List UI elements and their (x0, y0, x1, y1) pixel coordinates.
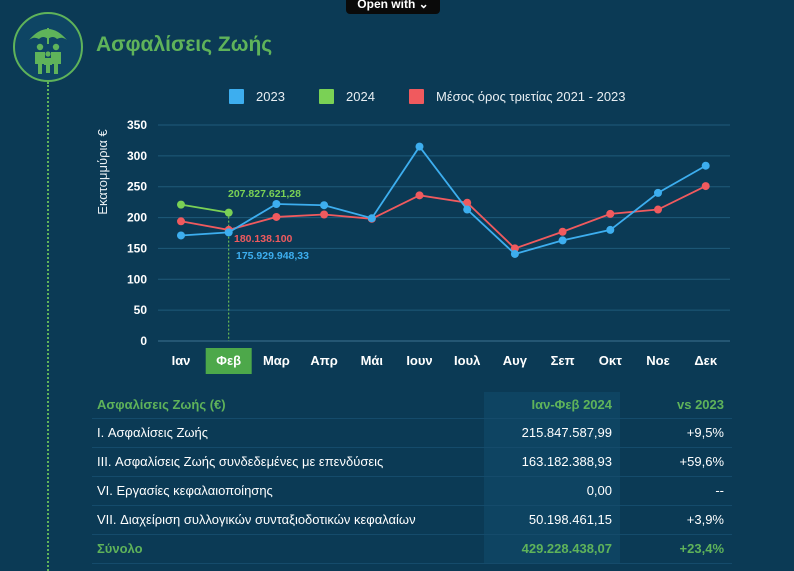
total-change: +23,4% (679, 541, 724, 556)
y-tick-label: 350 (127, 118, 147, 132)
legend-swatch-2023 (229, 89, 244, 104)
legend-swatch-2024 (319, 89, 334, 104)
legend-swatch-average (409, 89, 424, 104)
row-change: -- (715, 483, 724, 498)
decorative-timeline (47, 82, 49, 571)
table-row: VII. Διαχείριση συλλογικών συνταξιοδοτικ… (92, 506, 732, 535)
umbrella-family-icon (13, 12, 83, 82)
series-point-1 (177, 200, 185, 209)
series-point-0 (558, 236, 567, 245)
series-point-0 (606, 225, 615, 234)
y-tick-label: 0 (140, 334, 147, 348)
table-header-change: vs 2023 (677, 397, 724, 412)
series-point-0 (320, 201, 329, 210)
series-point-2 (558, 227, 567, 236)
open-with-button[interactable]: Open with ⌄ (346, 0, 440, 14)
row-label: VII. Διαχείριση συλλογικών συνταξιοδοτικ… (97, 512, 416, 527)
series-point-2 (701, 182, 710, 191)
table-total-row: Σύνολο 429.228.438,07 +23,4% (92, 535, 732, 564)
series-point-2 (415, 191, 424, 200)
row-amount: 50.198.461,15 (484, 506, 620, 534)
x-category-label: Ιαν (172, 353, 191, 368)
x-category-label: Νοε (646, 353, 670, 368)
series-point-2 (654, 205, 662, 214)
x-category-label: Μάι (361, 353, 384, 368)
row-amount: 163.182.388,93 (484, 448, 620, 476)
y-tick-label: 100 (127, 272, 147, 286)
row-label: VI. Εργασίες κεφαλαιοποίησης (97, 483, 273, 498)
page-title: Ασφαλίσεις Ζωής (96, 33, 273, 56)
row-amount: 0,00 (484, 477, 620, 505)
line-chart: Εκατομμύρια € 0 50 100 150 200 250 300 350 Ιαν Φ… (95, 118, 730, 374)
legend-item-average: Μέσος όρος τριετίας 2021 - 2023 (409, 89, 626, 104)
series-point-0 (654, 188, 662, 197)
table-row: VI. Εργασίες κεφαλαιοποίησης 0,00 -- (92, 477, 732, 506)
table-row: I. Ασφαλίσεις Ζωής 215.847.587,99 +9,5% (92, 419, 732, 448)
x-category-label: Ιουλ (454, 353, 481, 368)
y-tick-label: 150 (127, 241, 147, 255)
row-change: +3,9% (686, 512, 724, 527)
series-point-0 (463, 205, 472, 214)
legend-label-2024: 2024 (346, 89, 375, 104)
series-point-0 (224, 228, 233, 237)
series-point-0 (701, 161, 710, 170)
series-point-2 (272, 212, 281, 221)
series-point-2 (510, 244, 519, 253)
x-category-label: Δεκ (694, 353, 718, 368)
x-category-label: Οκτ (599, 353, 622, 368)
total-amount: 429.228.438,07 (484, 535, 620, 563)
row-label: III. Ασφαλίσεις Ζωής συνδεδεμένες με επε… (97, 454, 384, 469)
total-label: Σύνολο (97, 541, 143, 556)
x-category-label: Ιουν (406, 353, 432, 368)
row-change: +9,5% (686, 425, 724, 440)
series-point-2 (606, 209, 615, 218)
legend-item-2023: 2023 (229, 89, 285, 104)
table-header-row: Ασφαλίσεις Ζωής (€) Ιαν-Φεβ 2024 vs 2023 (92, 392, 732, 419)
table-header-period: Ιαν-Φεβ 2024 (484, 392, 620, 418)
x-category-label: Αυγ (503, 353, 528, 368)
legend-item-2024: 2024 (319, 89, 375, 104)
series-point-0 (415, 142, 424, 151)
series-point-2 (177, 217, 185, 226)
series-point-0 (510, 249, 519, 258)
row-label: I. Ασφαλίσεις Ζωής (97, 425, 209, 440)
legend-label-2023: 2023 (256, 89, 285, 104)
y-tick-label: 300 (127, 149, 147, 163)
legend-label-average: Μέσος όρος τριετίας 2021 - 2023 (436, 89, 626, 104)
data-label: 180.138.100 (234, 233, 293, 245)
data-table: Ασφαλίσεις Ζωής (€) Ιαν-Φεβ 2024 vs 2023… (92, 392, 732, 564)
series-line-1 (180, 203, 229, 214)
x-category-label: Σεπ (551, 353, 575, 368)
row-change: +59,6% (679, 454, 724, 469)
data-label: 175.929.948,33 (236, 250, 309, 262)
data-label: 207.827.621,28 (228, 188, 301, 200)
series-point-0 (272, 199, 281, 208)
x-category-label: Φεβ (216, 353, 241, 368)
x-category-label: Απρ (310, 353, 337, 368)
y-axis-label: Εκατομμύρια € (95, 129, 110, 215)
table-row: III. Ασφαλίσεις Ζωής συνδεδεμένες με επε… (92, 448, 732, 477)
x-category-label: Μαρ (263, 353, 290, 368)
series-point-2 (320, 210, 329, 219)
x-category-highlight (205, 348, 252, 374)
series-point-2 (463, 198, 472, 207)
series-line-2 (180, 185, 707, 250)
y-tick-label: 250 (127, 180, 147, 194)
table-header-label: Ασφαλίσεις Ζωής (€) (97, 397, 226, 412)
y-tick-label: 200 (127, 211, 147, 225)
series-point-1 (224, 208, 233, 217)
series-point-0 (367, 214, 376, 223)
series-point-0 (177, 231, 185, 240)
series-line-0 (180, 145, 707, 255)
y-tick-label: 50 (134, 303, 148, 317)
row-amount: 215.847.587,99 (484, 419, 620, 447)
